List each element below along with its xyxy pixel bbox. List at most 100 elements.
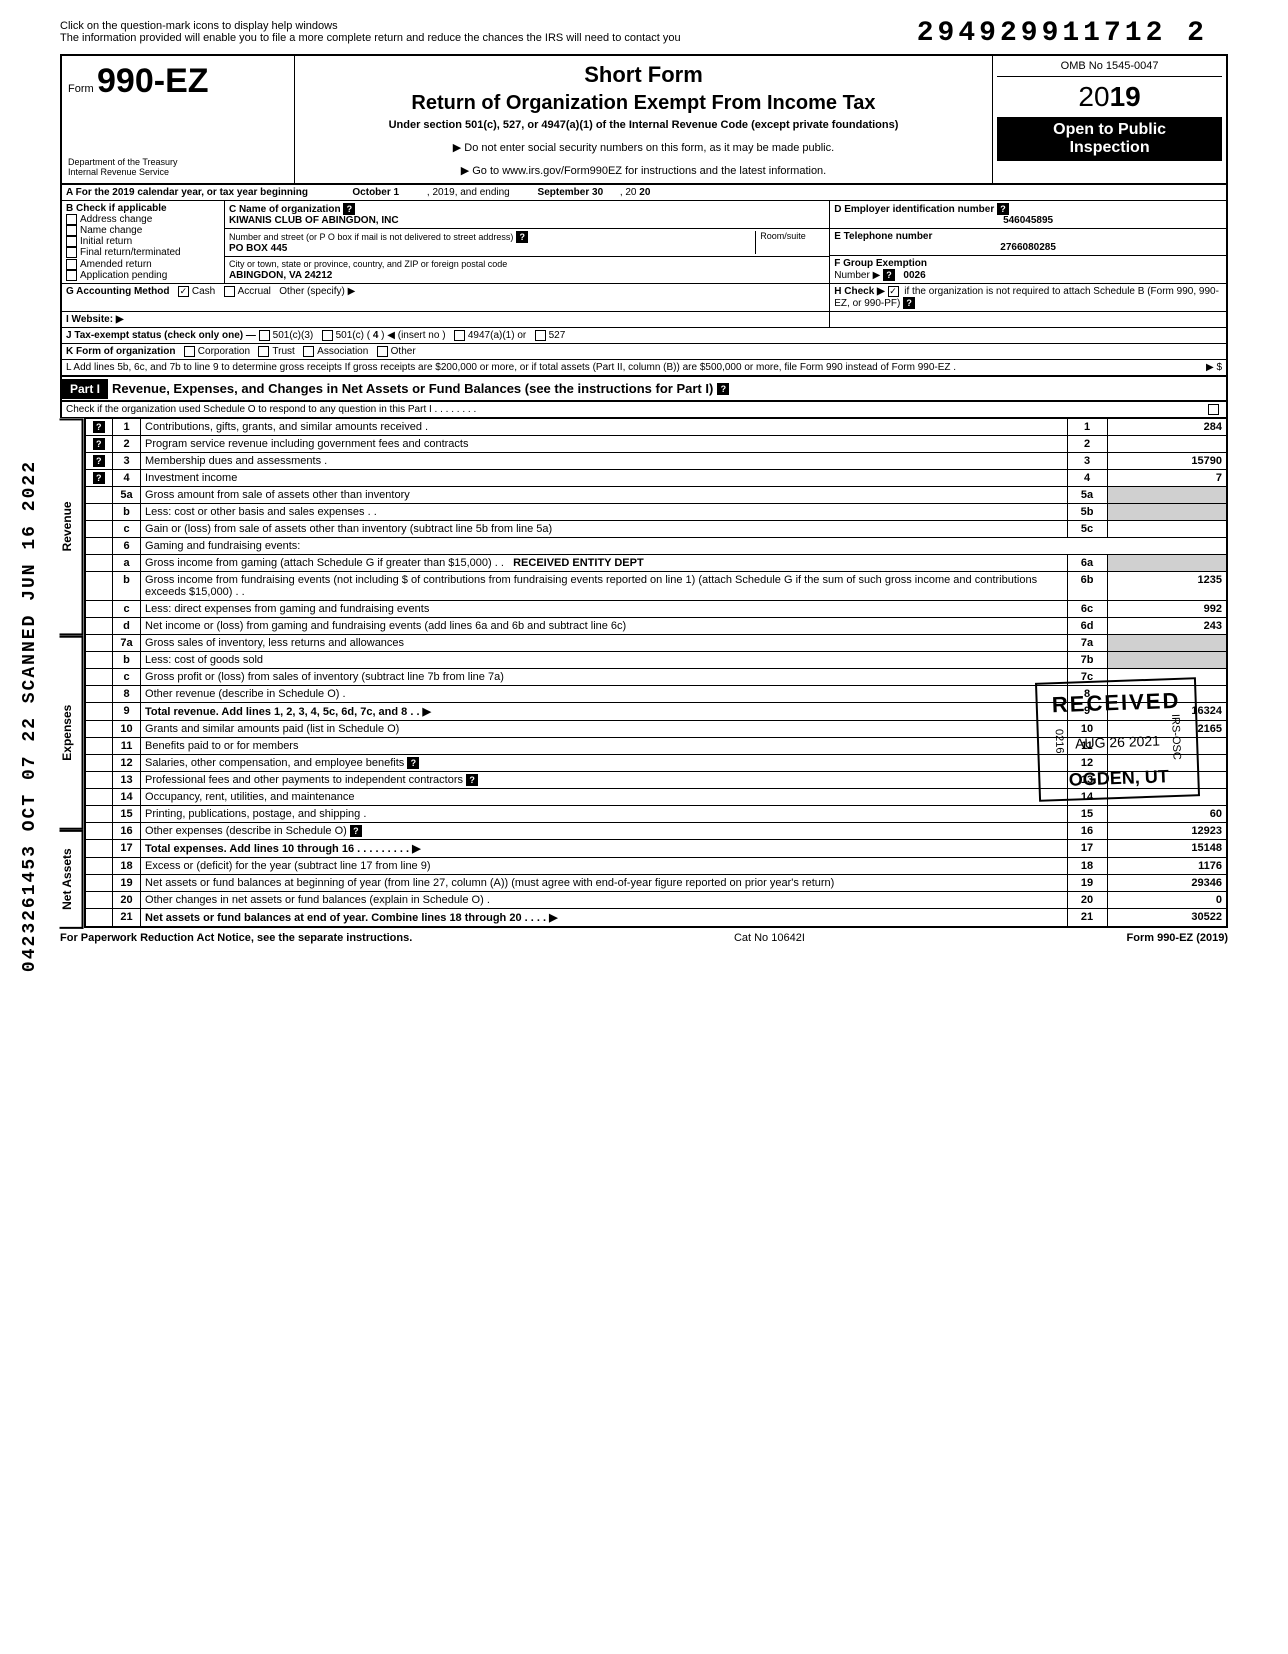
phone-value: 2766080285 [834,242,1222,253]
group-exemption-value: 0026 [903,270,925,281]
line-21: 21Net assets or fund balances at end of … [85,909,1227,928]
checkbox-application-pending[interactable] [66,270,77,281]
k-o3: Association [317,346,368,357]
part1-title: Revenue, Expenses, and Changes in Net As… [108,377,717,400]
checkbox-name-change[interactable] [66,225,77,236]
checkbox-accrual[interactable] [224,286,235,297]
line-7a: 7aGross sales of inventory, less returns… [85,635,1227,652]
help-icon[interactable]: ? [407,757,419,769]
irs-label: Internal Revenue Service [68,167,288,177]
footer-left: For Paperwork Reduction Act Notice, see … [60,932,412,944]
period-begin: October 1 [352,187,399,198]
vertical-margin-text: 0423261453 OCT 07 22 SCANNED JUN 16 2022 [20,460,40,972]
period-mid: , 2019, and ending [427,187,510,198]
section-f-label: F Group Exemption [834,258,927,269]
line-20: 20Other changes in net assets or fund ba… [85,892,1227,909]
line-4: ?4Investment income47 [85,470,1227,487]
help-icon[interactable]: ? [997,203,1009,215]
row-bcdef: B Check if applicable Address change Nam… [60,201,1228,284]
help-icon[interactable]: ? [93,472,105,484]
checkbox-4947[interactable] [454,330,465,341]
part1-check-row: Check if the organization used Schedule … [60,402,1228,418]
period-end-month: September 30 [538,187,604,198]
footer: For Paperwork Reduction Act Notice, see … [60,932,1228,944]
section-f-label2: Number ▶ [834,270,880,281]
b-item-0: Address change [80,214,152,225]
checkbox-initial-return[interactable] [66,236,77,247]
help-icon[interactable]: ? [93,455,105,467]
b-item-3: Final return/terminated [80,248,181,259]
row-k: K Form of organization Corporation Trust… [60,344,1228,360]
j-o2b: ) ◀ (insert no ) [381,330,445,341]
line-2: ?2Program service revenue including gove… [85,436,1227,453]
city-label: City or town, state or province, country… [229,259,507,269]
row-j: J Tax-exempt status (check only one) — 5… [60,328,1228,344]
help-icon[interactable]: ? [466,774,478,786]
checkbox-address-change[interactable] [66,214,77,225]
line-6b: bGross income from fundraising events (n… [85,572,1227,601]
g-other: Other (specify) ▶ [279,286,355,297]
checkbox-amended-return[interactable] [66,259,77,270]
help-icon[interactable]: ? [93,421,105,433]
section-b-header: B Check if applicable [66,203,220,214]
footer-right: Form 990-EZ (2019) [1127,932,1228,944]
b-item-4: Amended return [80,259,152,270]
side-revenue: Revenue [60,418,84,635]
line-5a: 5aGross amount from sale of assets other… [85,487,1227,504]
b-item-2: Initial return [80,236,132,247]
stamp-received: RECEIVED [1051,688,1181,718]
row-i: I Website: ▶ [60,312,1228,328]
omb-number: OMB No 1545-0047 [997,60,1222,77]
inline-received-stamp: RECEIVED ENTITY DEPT [513,557,644,569]
help-icon[interactable]: ? [350,825,362,837]
help-icon[interactable]: ? [93,438,105,450]
part1-header: Part I Revenue, Expenses, and Changes in… [60,377,1228,402]
help-icon[interactable]: ? [903,297,915,309]
checkbox-501c[interactable] [322,330,333,341]
form-number: 990-EZ [97,62,209,100]
line-17: 17Total expenses. Add lines 10 through 1… [85,840,1227,858]
section-i-label: I Website: ▶ [66,314,124,325]
section-l-text: L Add lines 5b, 6c, and 7b to line 9 to … [66,362,956,373]
checkbox-schedule-b[interactable]: ✓ [888,286,899,297]
checkbox-trust[interactable] [258,346,269,357]
street-label: Number and street (or P O box if mail is… [229,232,513,242]
checkbox-schedule-o[interactable] [1208,404,1219,415]
stamp-date: AUG 26 2021 [1075,732,1160,751]
section-d-label: D Employer identification number [834,204,994,215]
k-o4: Other [391,346,416,357]
lines-table-wrapper: Revenue Expenses Net Assets ?1Contributi… [60,418,1228,928]
return-title: Return of Organization Exempt From Incom… [305,92,982,115]
stamp-location: OGDEN, UT [1054,766,1183,791]
checkbox-other-org[interactable] [377,346,388,357]
line-6a: aGross income from gaming (attach Schedu… [85,555,1227,572]
help-icon[interactable]: ? [343,203,355,215]
received-stamp: RECEIVED 0216 AUG 26 2021 IRS-OSC OGDEN,… [1035,677,1200,801]
lines-table: ?1Contributions, gifts, grants, and simi… [84,418,1228,928]
j-o2n: 4 [373,330,379,341]
period-label: A For the 2019 calendar year, or tax yea… [66,187,308,198]
stamp-left: 0216 [1053,729,1066,754]
open-to-public: Open to PublicInspection [997,117,1222,161]
row-l: L Add lines 5b, 6c, and 7b to line 9 to … [60,360,1228,377]
help-icon[interactable]: ? [717,383,729,395]
checkbox-501c3[interactable] [259,330,270,341]
checkbox-cash[interactable]: ✓ [178,286,189,297]
j-o1: 501(c)(3) [273,330,314,341]
help-icon[interactable]: ? [516,231,528,243]
g-cash: Cash [192,286,215,297]
section-c-label: C Name of organization [229,204,341,215]
goto-url: ▶ Go to www.irs.gov/Form990EZ for instru… [305,164,982,177]
stamp-side: IRS-OSC [1169,714,1183,760]
line-19: 19Net assets or fund balances at beginni… [85,875,1227,892]
footer-center: Cat No 10642I [734,932,805,944]
section-k-label: K Form of organization [66,346,175,357]
checkbox-corporation[interactable] [184,346,195,357]
help-icon[interactable]: ? [883,269,895,281]
checkbox-association[interactable] [303,346,314,357]
b-item-5: Application pending [80,270,167,281]
j-o2: 501(c) ( [336,330,370,341]
line-1: ?1Contributions, gifts, grants, and simi… [85,419,1227,436]
checkbox-final-return[interactable] [66,247,77,258]
checkbox-527[interactable] [535,330,546,341]
